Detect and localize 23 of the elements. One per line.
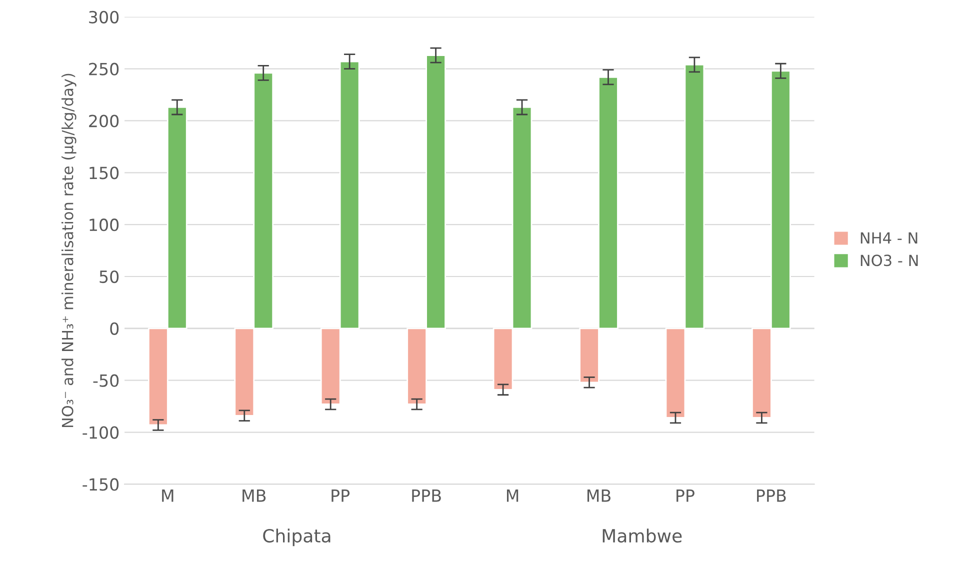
x-tick-label: M	[506, 490, 518, 502]
x-tick-label: PPB	[757, 490, 786, 502]
y-axis-title: NO₃⁻ and NH₃⁺ mineralisation rate (µg/kg/day)	[62, 74, 76, 428]
y-tick-label: 100	[90, 218, 119, 232]
y-tick-label: -50	[93, 374, 119, 387]
y-tick-label: 250	[89, 62, 119, 76]
x-tick-label: PP	[676, 490, 694, 502]
legend-label: NO3 - N	[860, 254, 918, 266]
y-tick-label: 150	[90, 166, 119, 180]
x-tick-label: M	[162, 490, 174, 502]
x-tick-label: PPB	[412, 490, 441, 502]
y-tick-label: -150	[82, 478, 119, 491]
y-tick-label: 200	[89, 114, 119, 128]
y-tick-label: 0	[110, 322, 119, 335]
legend-label: NH4 - N	[860, 232, 918, 244]
y-tick-label: 300	[89, 10, 119, 24]
y-tick-label: -100	[82, 426, 119, 439]
x-tick-label: PP	[332, 490, 350, 502]
y-tick-label: 50	[100, 270, 119, 284]
text: Chipata	[263, 528, 330, 546]
x-tick-label: MB	[242, 490, 266, 502]
x-tick-label: MB	[587, 490, 610, 502]
text: Mambwe	[602, 528, 682, 543]
